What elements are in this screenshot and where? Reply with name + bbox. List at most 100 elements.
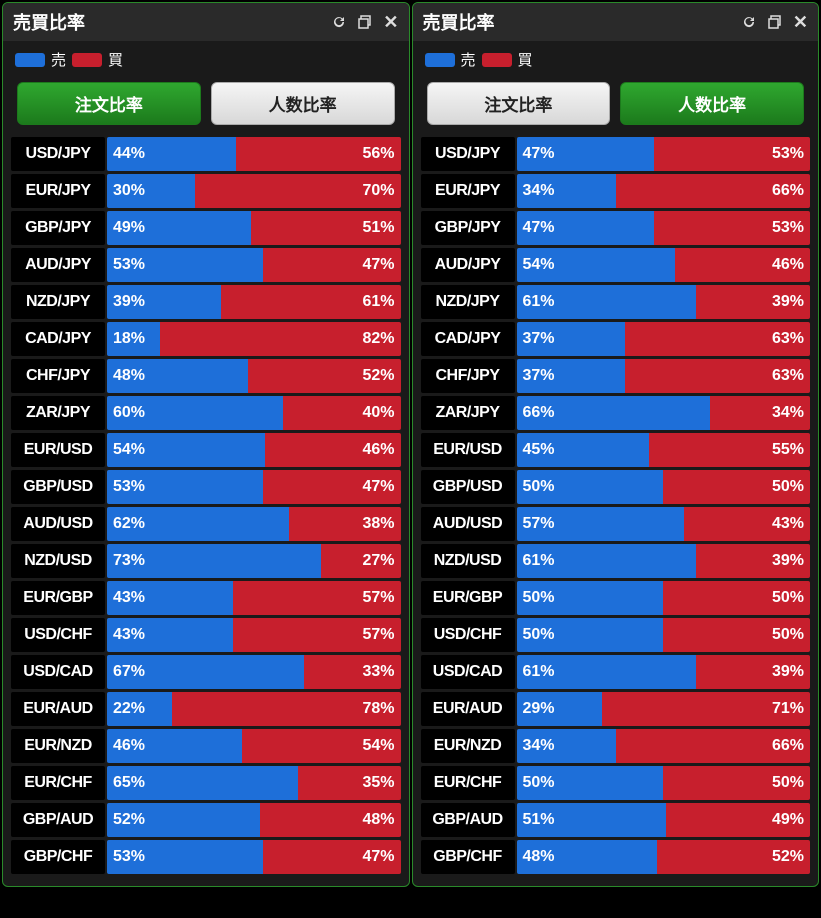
ratio-bar: 54%46%: [517, 248, 811, 282]
tab-people-ratio[interactable]: 人数比率: [620, 82, 804, 125]
currency-pair-label: USD/CHF: [421, 618, 515, 652]
ratio-bar: 53%47%: [107, 470, 401, 504]
buy-segment: 54%: [242, 729, 401, 763]
ratio-rows: USD/JPY44%56%EUR/JPY30%70%GBP/JPY49%51%A…: [3, 137, 409, 886]
ratio-bar: 51%49%: [517, 803, 811, 837]
sell-segment: 37%: [517, 322, 626, 356]
ratio-row: GBP/JPY47%53%: [421, 211, 811, 245]
currency-pair-label: USD/JPY: [11, 137, 105, 171]
sell-segment: 34%: [517, 729, 617, 763]
tab-people-ratio[interactable]: 人数比率: [211, 82, 395, 125]
sell-segment: 66%: [517, 396, 711, 430]
ratio-row: AUD/USD62%38%: [11, 507, 401, 541]
ratio-row: USD/CAD61%39%: [421, 655, 811, 689]
sell-segment: 54%: [107, 433, 265, 467]
sell-segment: 53%: [107, 840, 263, 874]
ratio-bar: 29%71%: [517, 692, 811, 726]
titlebar: 売買比率✕: [413, 3, 819, 41]
refresh-icon[interactable]: [741, 14, 757, 30]
sell-segment: 52%: [107, 803, 260, 837]
buy-segment: 50%: [663, 581, 810, 615]
buy-segment: 35%: [298, 766, 401, 800]
currency-pair-label: ZAR/JPY: [11, 396, 105, 430]
buy-segment: 56%: [236, 137, 400, 171]
ratio-row: GBP/JPY49%51%: [11, 211, 401, 245]
ratio-row: EUR/USD54%46%: [11, 433, 401, 467]
legend-buy-label: 買: [518, 49, 533, 70]
sell-segment: 57%: [517, 507, 684, 541]
ratio-bar: 48%52%: [107, 359, 401, 393]
currency-pair-label: GBP/USD: [11, 470, 105, 504]
close-icon[interactable]: ✕: [383, 12, 398, 33]
ratio-row: GBP/CHF48%52%: [421, 840, 811, 874]
ratio-bar: 53%47%: [107, 248, 401, 282]
sell-segment: 50%: [517, 766, 664, 800]
currency-pair-label: EUR/GBP: [421, 581, 515, 615]
buy-segment: 51%: [251, 211, 401, 245]
ratio-rows: USD/JPY47%53%EUR/JPY34%66%GBP/JPY47%53%A…: [413, 137, 819, 886]
window-restore-icon[interactable]: [357, 14, 373, 30]
ratio-row: GBP/AUD51%49%: [421, 803, 811, 837]
buy-segment: 66%: [616, 174, 810, 208]
tab-order-ratio[interactable]: 注文比率: [17, 82, 201, 125]
currency-pair-label: CHF/JPY: [421, 359, 515, 393]
sell-segment: 61%: [517, 544, 696, 578]
buy-segment: 46%: [265, 433, 400, 467]
sell-segment: 43%: [107, 581, 233, 615]
buy-segment: 39%: [696, 655, 810, 689]
currency-pair-label: USD/CAD: [421, 655, 515, 689]
ratio-row: EUR/AUD29%71%: [421, 692, 811, 726]
currency-pair-label: NZD/USD: [421, 544, 515, 578]
buy-segment: 70%: [195, 174, 400, 208]
sell-segment: 48%: [107, 359, 248, 393]
ratio-bar: 37%63%: [517, 322, 811, 356]
currency-pair-label: GBP/CHF: [11, 840, 105, 874]
refresh-icon[interactable]: [331, 14, 347, 30]
ratio-bar: 53%47%: [107, 840, 401, 874]
ratio-bar: 61%39%: [517, 544, 811, 578]
ratio-bar: 61%39%: [517, 285, 811, 319]
sell-segment: 45%: [517, 433, 649, 467]
buy-segment: 71%: [602, 692, 810, 726]
ratio-bar: 67%33%: [107, 655, 401, 689]
ratio-bar: 66%34%: [517, 396, 811, 430]
buy-segment: 78%: [172, 692, 401, 726]
currency-pair-label: EUR/NZD: [11, 729, 105, 763]
ratio-row: NZD/USD73%27%: [11, 544, 401, 578]
ratio-bar: 47%53%: [517, 211, 811, 245]
ratio-bar: 57%43%: [517, 507, 811, 541]
sell-segment: 50%: [517, 581, 664, 615]
sell-segment: 51%: [517, 803, 667, 837]
close-icon[interactable]: ✕: [793, 12, 808, 33]
ratio-bar: 30%70%: [107, 174, 401, 208]
ratio-bar: 54%46%: [107, 433, 401, 467]
ratio-row: GBP/AUD52%48%: [11, 803, 401, 837]
currency-pair-label: USD/CAD: [11, 655, 105, 689]
ratio-row: USD/JPY47%53%: [421, 137, 811, 171]
buy-segment: 47%: [263, 840, 401, 874]
sell-segment: 53%: [107, 248, 263, 282]
buy-segment: 47%: [263, 470, 401, 504]
ratio-row: NZD/USD61%39%: [421, 544, 811, 578]
ratio-row: AUD/JPY53%47%: [11, 248, 401, 282]
buy-segment: 53%: [654, 137, 810, 171]
ratio-bar: 73%27%: [107, 544, 401, 578]
ratio-bar: 44%56%: [107, 137, 401, 171]
sell-segment: 18%: [107, 322, 160, 356]
sell-segment: 37%: [517, 359, 626, 393]
ratio-bar: 34%66%: [517, 729, 811, 763]
buy-segment: 47%: [263, 248, 401, 282]
tab-order-ratio[interactable]: 注文比率: [427, 82, 611, 125]
ratio-bar: 52%48%: [107, 803, 401, 837]
currency-pair-label: EUR/JPY: [421, 174, 515, 208]
sell-segment: 67%: [107, 655, 304, 689]
buy-segment: 53%: [654, 211, 810, 245]
ratio-row: EUR/NZD46%54%: [11, 729, 401, 763]
window-restore-icon[interactable]: [767, 14, 783, 30]
ratio-bar: 37%63%: [517, 359, 811, 393]
sell-segment: 61%: [517, 285, 696, 319]
ratio-row: EUR/AUD22%78%: [11, 692, 401, 726]
panel-people-ratio: 売買比率✕売買注文比率人数比率USD/JPY47%53%EUR/JPY34%66…: [412, 2, 820, 887]
ratio-row: USD/CHF43%57%: [11, 618, 401, 652]
sell-segment: 30%: [107, 174, 195, 208]
